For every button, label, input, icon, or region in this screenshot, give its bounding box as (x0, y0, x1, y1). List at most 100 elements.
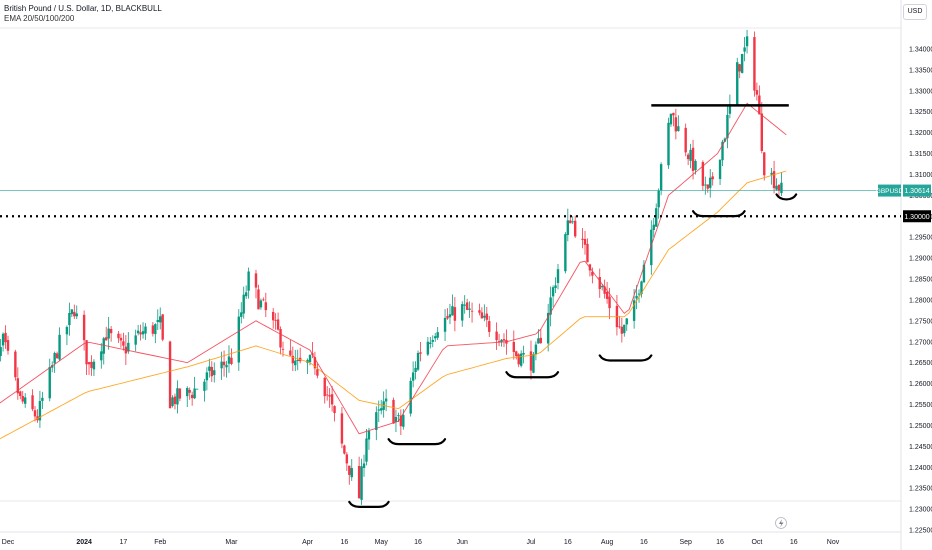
candle-up (677, 126, 680, 132)
candle-up (689, 149, 692, 161)
candle-down (151, 325, 155, 334)
candle-up (780, 182, 783, 194)
y-tick-label: 1.32500 (909, 109, 932, 116)
candle-up (176, 388, 179, 405)
candle-down (419, 352, 422, 354)
candle-up (637, 293, 641, 295)
candle-up (632, 300, 636, 321)
candle-up (743, 47, 746, 52)
candle-down (178, 388, 182, 399)
candle-down (323, 377, 326, 397)
candle-down (190, 394, 194, 399)
candle-up (92, 361, 96, 370)
candle-up (68, 312, 71, 326)
candle-up (704, 184, 707, 186)
candle-up (534, 344, 538, 355)
swing-low-curve-2 (348, 500, 390, 508)
candle-down (777, 184, 781, 191)
symbol-title: British Pound / U.S. Dollar, 1D, BLACKBU… (4, 4, 162, 13)
candle-up (640, 281, 643, 295)
candle-up (745, 36, 749, 47)
candle-down (313, 357, 317, 369)
candle-up (156, 319, 159, 323)
candle-up (107, 328, 110, 339)
candle-down (188, 389, 191, 393)
candle-down (330, 394, 334, 405)
candle-up (500, 339, 503, 343)
candle-down (480, 312, 484, 319)
candle-down (598, 276, 601, 290)
x-tick-label: Feb (154, 539, 166, 546)
candle-down (6, 340, 10, 351)
candle-down (392, 399, 395, 424)
swing-low-curve-7 (775, 193, 798, 201)
candle-up (652, 224, 655, 230)
candle-up (205, 372, 209, 381)
candle-down (257, 289, 260, 310)
candle-up (208, 366, 211, 371)
candle-down (122, 341, 125, 346)
candle-up (566, 220, 570, 235)
candle-down (117, 333, 120, 339)
candle-down (488, 321, 491, 332)
candle-down (230, 357, 233, 364)
swing-low-curve-6 (691, 210, 746, 218)
candle-down (279, 329, 282, 348)
candle-up (451, 306, 454, 316)
y-tick-label: 1.32000 (909, 130, 932, 137)
candle-down (485, 313, 488, 320)
candle-up (23, 397, 27, 404)
swing-low-curve-3 (387, 438, 447, 446)
candle-up (426, 341, 430, 355)
indicator-legend[interactable]: EMA 20/50/100/200 (4, 14, 75, 23)
candle-up (655, 208, 658, 227)
candle-down (603, 286, 606, 294)
price-tag (903, 184, 931, 197)
x-tick-label: 16 (716, 539, 724, 546)
x-tick-label: 16 (340, 539, 348, 546)
candle-down (497, 341, 501, 342)
candle-up (186, 388, 189, 397)
candle-down (55, 353, 59, 359)
candle-up (1, 333, 5, 346)
candle-down (357, 466, 361, 499)
candle-down (674, 117, 678, 132)
candle-up (416, 352, 420, 370)
candle-up (308, 355, 312, 363)
ema-slow-line (0, 170, 787, 440)
candle-down (618, 326, 621, 328)
candle-down (31, 395, 34, 410)
candle-up (770, 172, 773, 175)
candle-up (360, 466, 363, 500)
symbol-tag (878, 184, 901, 197)
candle-down (605, 291, 609, 299)
candle-up (377, 409, 380, 411)
candle-up (306, 359, 309, 363)
candle-down (19, 391, 22, 397)
candle-down (672, 112, 675, 116)
candle-down (755, 90, 759, 95)
candle-up (571, 221, 574, 223)
currency-button[interactable]: USD (903, 4, 927, 20)
candle-down (569, 220, 572, 224)
candle-down (222, 361, 226, 366)
candle-up (519, 353, 523, 366)
x-tick-label: 16 (790, 539, 798, 546)
candle-down (87, 362, 91, 365)
y-tick-label: 1.28000 (909, 297, 932, 304)
candle-up (667, 122, 670, 166)
y-tick-label: 1.26500 (909, 360, 932, 367)
x-tick-label: Oct (751, 539, 762, 546)
candle-up (600, 286, 604, 288)
candle-up (259, 300, 263, 308)
candle-down (470, 310, 474, 312)
candle-up (127, 342, 130, 352)
candle-down (701, 162, 705, 186)
candle-up (159, 316, 162, 323)
candle-down (495, 331, 498, 341)
candle-up (740, 53, 744, 73)
candle-up (38, 401, 42, 421)
candle-up (669, 113, 673, 125)
